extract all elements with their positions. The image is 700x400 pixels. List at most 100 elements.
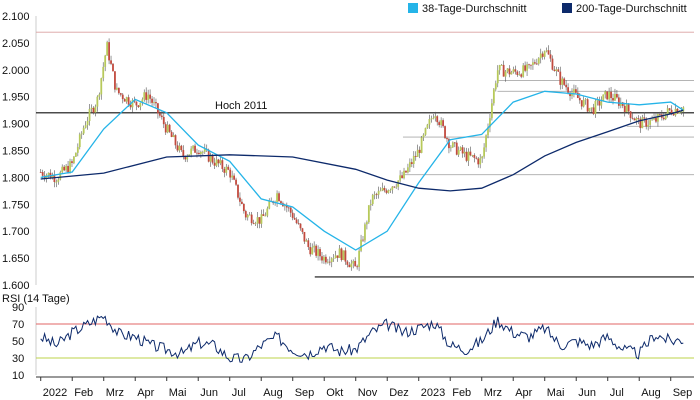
- candle-body: [610, 91, 612, 99]
- candle-body: [256, 217, 259, 224]
- candle-body: [278, 193, 280, 202]
- candle-body: [252, 223, 255, 224]
- candle-body: [602, 94, 605, 102]
- candle-body: [196, 152, 198, 154]
- candle-body: [250, 214, 253, 224]
- candle-body: [106, 42, 109, 56]
- candle-body: [61, 166, 64, 173]
- candle-body: [559, 71, 562, 85]
- candle-body: [401, 175, 403, 179]
- candle-body: [451, 142, 454, 148]
- candle-body: [291, 212, 294, 218]
- y-tick-label: 1.750: [2, 199, 30, 211]
- candle-body: [475, 157, 478, 159]
- candle-body: [123, 99, 126, 102]
- rsi-tick-label: 10: [12, 370, 24, 382]
- candle-body: [229, 169, 232, 178]
- candle-body: [438, 122, 441, 126]
- candle-body: [563, 78, 566, 85]
- candle-body: [131, 100, 134, 108]
- x-tick-label: Jul: [610, 387, 624, 399]
- candle-body: [172, 135, 175, 137]
- candle-body: [487, 127, 489, 136]
- rsi-series: [40, 315, 684, 363]
- candle-body: [149, 94, 152, 99]
- candle-body: [672, 113, 675, 116]
- x-tick-label: Apr: [137, 387, 154, 399]
- legend-swatch: [408, 3, 418, 13]
- legend-swatch: [562, 3, 572, 13]
- candlestick-series: [39, 38, 685, 272]
- candle-body: [645, 118, 648, 127]
- x-tick-label: Aug: [263, 387, 283, 399]
- candle-body: [514, 69, 517, 72]
- candle-body: [410, 162, 413, 164]
- candle-body: [260, 214, 263, 224]
- candle-body: [510, 72, 513, 75]
- candle-body: [276, 193, 278, 202]
- y-tick-label: 2.000: [2, 65, 30, 77]
- candle-body: [162, 116, 165, 125]
- candle-body: [408, 162, 411, 168]
- candle-body: [606, 91, 609, 100]
- candle-body: [633, 118, 636, 121]
- rsi-reference-lines: [36, 323, 694, 359]
- candle-body: [235, 179, 237, 185]
- candle-body: [651, 119, 653, 121]
- y-tick-label: 1.900: [2, 119, 30, 131]
- y-tick-label: 1.700: [2, 226, 30, 238]
- candle-body: [358, 250, 360, 267]
- candle-body: [449, 147, 452, 149]
- candle-body: [518, 74, 521, 76]
- candle-body: [326, 261, 329, 263]
- candle-body: [199, 151, 202, 154]
- candle-body: [350, 263, 353, 268]
- price-y-axis: 1.600 1.650 1.700 1.750 1.800 1.850 1.900 1.950…: [2, 11, 30, 292]
- candle-body: [377, 191, 380, 195]
- x-tick-label: Feb: [452, 387, 471, 399]
- legend-label: 200-Tage-Durchschnitt: [576, 3, 687, 15]
- candle-body: [186, 156, 189, 160]
- candle-body: [385, 190, 388, 193]
- y-tick-label: 1.600: [2, 280, 30, 292]
- candle-body: [393, 186, 396, 188]
- candle-body: [166, 124, 169, 133]
- candle-body: [59, 172, 62, 180]
- x-tick-label: Dez: [389, 387, 409, 399]
- candle-body: [436, 116, 439, 123]
- candle-body: [467, 151, 470, 161]
- candle-body: [403, 170, 405, 179]
- candle-body: [285, 205, 288, 208]
- candle-body: [555, 69, 558, 71]
- candle-body: [78, 134, 81, 148]
- candle-body: [86, 120, 89, 126]
- candle-body: [84, 125, 87, 128]
- candle-body: [571, 92, 573, 97]
- candle-body: [160, 115, 163, 117]
- candle-body: [241, 201, 243, 204]
- candle-body: [293, 217, 296, 220]
- candle-body: [520, 74, 523, 77]
- candle-body: [121, 94, 124, 100]
- candle-body: [569, 92, 571, 97]
- candle-body: [164, 124, 167, 133]
- candle-body: [512, 69, 515, 73]
- candle-body: [418, 149, 421, 153]
- candle-body: [348, 264, 351, 268]
- candle-body: [547, 50, 550, 55]
- candle-body: [676, 108, 679, 114]
- candle-body: [526, 64, 528, 71]
- candle-body: [151, 98, 153, 103]
- candle-body: [174, 135, 177, 146]
- candle-body: [588, 107, 591, 112]
- candle-body: [479, 158, 482, 165]
- x-tick-label: Jul: [232, 387, 246, 399]
- x-tick-label: Mai: [547, 387, 565, 399]
- candle-body: [119, 93, 122, 95]
- candle-body: [533, 62, 536, 64]
- y-tick-label: 2.100: [2, 11, 30, 23]
- candle-body: [258, 217, 261, 224]
- candle-body: [469, 151, 472, 156]
- x-tick-label: 2022: [43, 387, 67, 399]
